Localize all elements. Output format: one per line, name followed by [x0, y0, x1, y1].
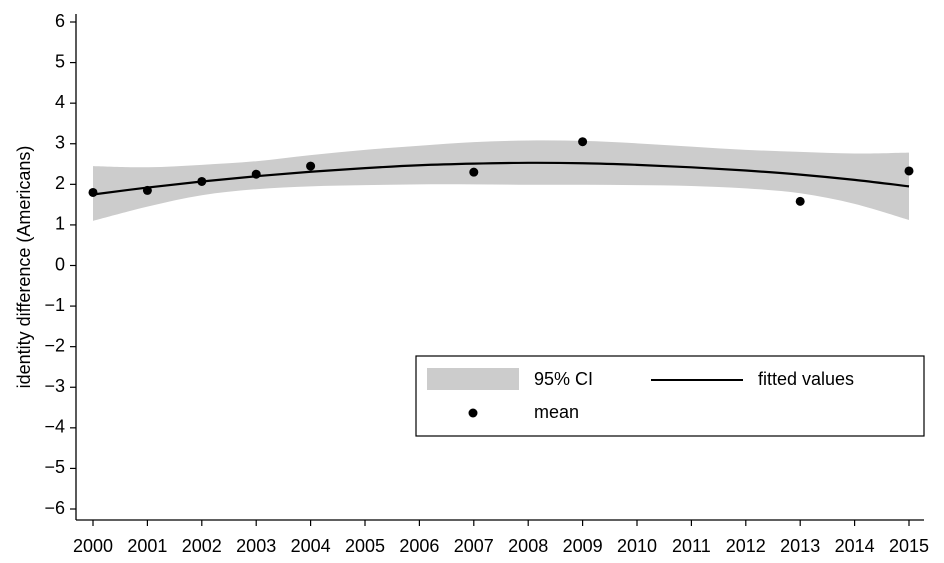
x-tick-label: 2008: [508, 536, 548, 556]
legend: 95% CI fitted values mean: [415, 355, 925, 437]
x-tick-label: 2006: [399, 536, 439, 556]
y-tick-label: 6: [55, 11, 65, 31]
x-tick-label: 2012: [726, 536, 766, 556]
y-tick-label: 2: [55, 173, 65, 193]
mean-point: [306, 161, 316, 171]
mean-point: [197, 176, 207, 186]
x-tick-label: 2014: [835, 536, 875, 556]
y-tick-label: 5: [55, 51, 65, 71]
x-tick-label: 2000: [73, 536, 113, 556]
y-tick-label: −6: [44, 498, 65, 518]
axes-layer: 6 5 4 3 2 1 0 −1 −2 −3 −4 −5 −6 2000 2001 2002 2003 2004 2…: [44, 11, 929, 556]
legend-label-mean: mean: [534, 402, 579, 422]
mean-point: [578, 137, 588, 147]
mean-points-layer: [88, 137, 914, 206]
x-tick-label: 2009: [563, 536, 603, 556]
mean-point: [904, 166, 914, 176]
x-tick-label: 2001: [127, 536, 167, 556]
x-tick-label: 2011: [672, 536, 711, 556]
y-tick-label: −3: [44, 376, 65, 396]
ci-band-layer: [93, 140, 909, 221]
mean-point: [142, 185, 152, 195]
x-tick-label: 2002: [182, 536, 222, 556]
mean-point: [795, 196, 805, 206]
mean-point: [88, 187, 98, 197]
x-tick-label: 2003: [236, 536, 276, 556]
ci-band: [93, 140, 909, 221]
legend-label-fitted: fitted values: [758, 369, 854, 389]
x-tick-label: 2015: [889, 536, 929, 556]
legend-swatch-mean: [468, 408, 478, 418]
fitted-line-layer: [92, 161, 910, 196]
fitted-line: [92, 161, 910, 196]
y-axis-title: identity difference (Americans): [14, 146, 34, 389]
mean-point: [469, 167, 479, 177]
x-tick-label: 2010: [617, 536, 657, 556]
y-tick-label: 3: [55, 133, 65, 153]
x-tick-label: 2005: [345, 536, 385, 556]
x-tick-label: 2013: [780, 536, 820, 556]
y-tick-label: 4: [55, 92, 65, 112]
y-tick-label: −4: [44, 417, 65, 437]
y-tick-label: 0: [55, 254, 65, 274]
legend-swatch-ci: [427, 368, 519, 390]
y-tick-label: −1: [44, 295, 65, 315]
y-tick-label: −2: [44, 335, 65, 355]
x-tick-label: 2007: [454, 536, 494, 556]
legend-label-ci: 95% CI: [534, 369, 593, 389]
mean-point: [251, 169, 261, 179]
x-tick-label: 2004: [291, 536, 331, 556]
y-tick-label: −5: [44, 457, 65, 477]
y-tick-label: 1: [55, 214, 65, 234]
